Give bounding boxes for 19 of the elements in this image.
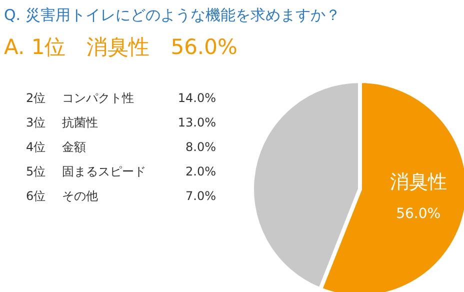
text: 3位 [26, 116, 46, 130]
text: その他 [62, 189, 98, 203]
chart-subtitle: A. 1位 消臭性 56.0% [4, 35, 238, 59]
text: 7.0% [186, 189, 216, 203]
text: 14.0% [178, 91, 216, 105]
text: 8.0% [186, 140, 216, 154]
text: 固まるスピード [62, 164, 146, 178]
slice-label: 消臭性 [390, 171, 447, 194]
text: コンパクト性 [62, 91, 134, 105]
text: 5位 [26, 164, 46, 178]
text: 4位 [26, 140, 46, 154]
text: 金額 [62, 140, 86, 154]
chart-title: Q. 災害用トイレにどのような機能を求めますか？ [4, 6, 340, 24]
text: 2位 [26, 91, 46, 105]
text: 抗菌性 [62, 116, 98, 130]
text: 2.0% [186, 164, 216, 178]
text: 13.0% [178, 116, 216, 130]
data-label: 56.0% [396, 206, 441, 222]
text: 6位 [26, 189, 46, 203]
